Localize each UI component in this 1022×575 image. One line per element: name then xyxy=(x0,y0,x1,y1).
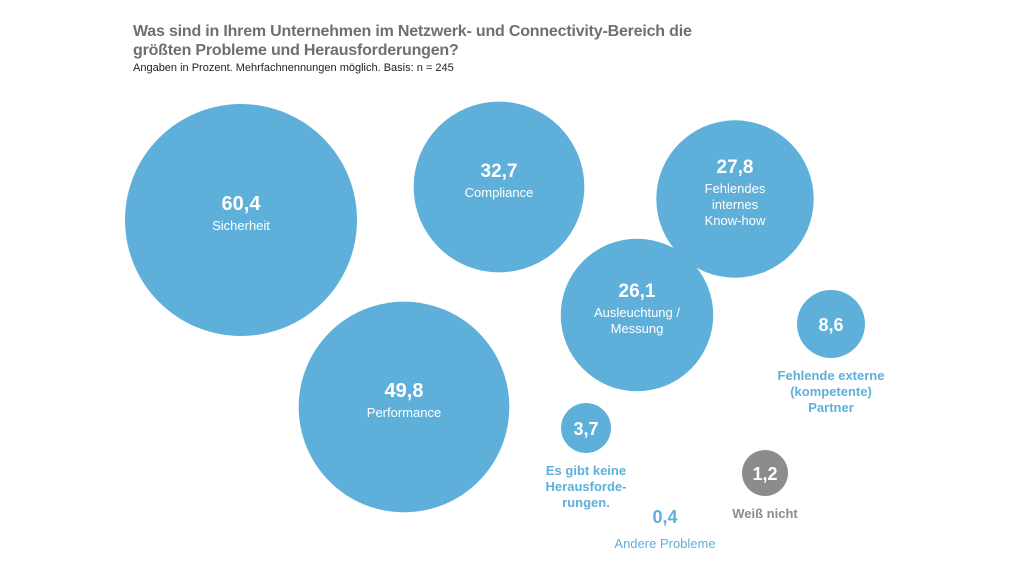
bubble-label: Know-how xyxy=(705,213,766,228)
bubble-label: internes xyxy=(712,197,759,212)
bubble xyxy=(797,290,865,358)
bubble-value: 26,1 xyxy=(619,281,656,302)
bubble-label: rungen. xyxy=(562,495,610,510)
bubble-value: 27,8 xyxy=(717,157,754,178)
bubble-label: Performance xyxy=(367,405,441,420)
bubble xyxy=(561,403,611,453)
bubble-label: Partner xyxy=(808,400,854,415)
bubble-value: 0,4 xyxy=(652,507,677,527)
bubble-value: 8,6 xyxy=(818,315,843,335)
chart-subtitle: Angaben in Prozent. Mehrfachnennungen mö… xyxy=(133,62,454,74)
bubble-label: Andere Probleme xyxy=(614,536,715,551)
bubble xyxy=(125,104,357,336)
bubble-value: 32,7 xyxy=(481,161,518,182)
bubble-label: Fehlendes xyxy=(705,181,766,196)
bubble-label: Herausforde- xyxy=(546,479,627,494)
chart-title: Was sind in Ihrem Unternehmen im Netzwer… xyxy=(133,23,692,59)
bubble xyxy=(413,101,585,273)
bubble-label: Compliance xyxy=(465,185,534,200)
bubble-label: Weiß nicht xyxy=(732,506,798,521)
bubble xyxy=(560,238,714,392)
bubble xyxy=(656,120,814,278)
bubble xyxy=(742,450,788,496)
bubble xyxy=(298,301,510,513)
bubble-label: Messung xyxy=(611,321,664,336)
bubble-value: 3,7 xyxy=(573,419,598,439)
bubble-value: 60,4 xyxy=(222,193,262,215)
bubble-value: 1,2 xyxy=(752,464,777,484)
bubble-label: Sicherheit xyxy=(212,218,270,233)
bubble-value: 49,8 xyxy=(385,380,424,402)
bubble-label: Ausleuchtung / xyxy=(594,305,680,320)
bubble-label: (kompetente) xyxy=(790,384,872,399)
bubble-label: Es gibt keine xyxy=(546,463,626,478)
bubble-label: Fehlende externe xyxy=(778,368,885,383)
